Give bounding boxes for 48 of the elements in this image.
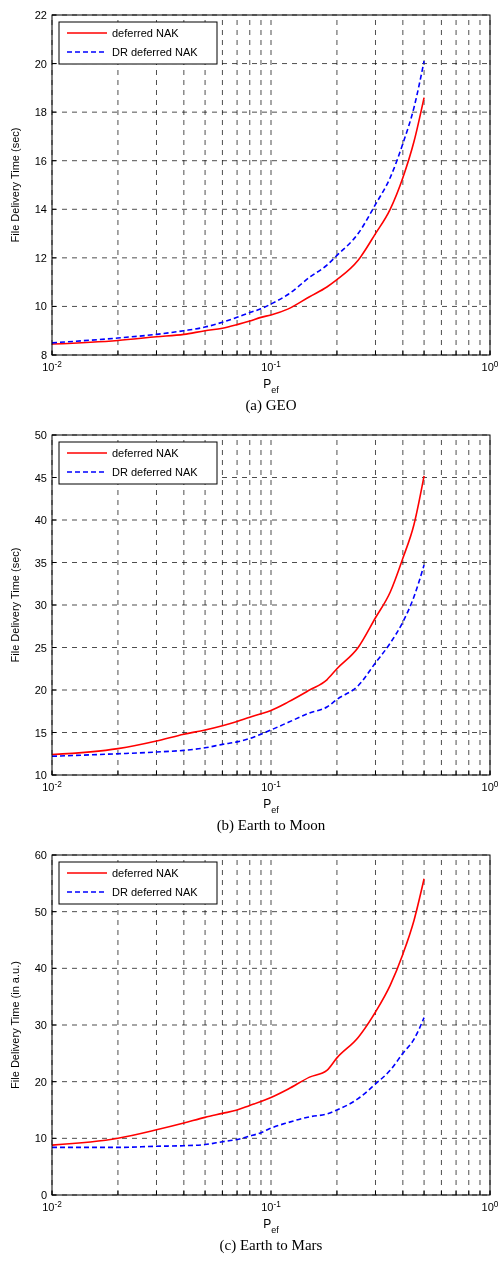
x-tick-label: 10$^{-1}$: [261, 779, 282, 793]
y-tick-label: 30: [34, 599, 47, 611]
y-tick-label: 50: [34, 429, 47, 441]
x-axis-title: P$_{ef}$: [263, 377, 280, 395]
x-tick-label: 10$^{0}$: [481, 359, 498, 373]
y-tick-label: 10: [34, 1132, 47, 1145]
y-tick-label: 40: [34, 962, 47, 975]
legend-label: deferred NAK: [112, 27, 180, 39]
y-tick-label: 50: [34, 905, 47, 918]
x-tick-label: 10$^{0}$: [481, 779, 498, 793]
y-tick-label: 40: [34, 514, 47, 526]
y-tick-label: 45: [34, 471, 47, 484]
y-tick-label: 16: [34, 154, 47, 167]
y-axis-title: File Delivery Time (in a.u.): [9, 961, 21, 1089]
x-axis-title: P$_{ef}$: [263, 797, 280, 815]
y-tick-label: 60: [34, 849, 47, 861]
y-tick-label: 12: [34, 251, 47, 264]
x-tick-label: 10$^{-1}$: [261, 1199, 282, 1213]
y-tick-label: 30: [34, 1019, 47, 1031]
text: (c) Earth to Mars: [219, 1237, 323, 1254]
y-tick-label: 20: [34, 57, 47, 70]
text: (a) GEO: [245, 397, 297, 414]
legend-label: deferred NAK: [112, 447, 180, 459]
x-tick-label: 10$^{-2}$: [42, 1199, 63, 1213]
y-tick-label: 14: [34, 203, 47, 216]
x-tick-label: 10$^{0}$: [481, 1199, 498, 1213]
text: (b) Earth to Moon: [216, 817, 326, 834]
legend-label: DR deferred NAK: [112, 466, 199, 478]
x-tick-label: 10$^{-1}$: [261, 359, 282, 373]
y-tick-label: 0: [40, 1189, 47, 1201]
legend-label: DR deferred NAK: [112, 886, 199, 898]
y-tick-label: 10: [34, 300, 47, 313]
y-tick-label: 15: [34, 726, 47, 739]
y-axis-title: File Delivery Time (sec): [9, 547, 21, 663]
y-tick-label: 20: [34, 684, 47, 696]
y-tick-label: 22: [34, 9, 47, 21]
x-tick-label: 10$^{-2}$: [42, 359, 63, 373]
y-tick-label: 8: [40, 349, 47, 361]
y-tick-label: 25: [34, 641, 47, 654]
y-axis-title: File Delivery Time (sec): [9, 127, 21, 243]
y-tick-label: 35: [34, 556, 47, 569]
legend-label: DR deferred NAK: [112, 46, 199, 58]
y-tick-label: 10: [34, 769, 47, 781]
y-tick-label: 18: [34, 106, 47, 119]
x-tick-label: 10$^{-2}$: [42, 779, 63, 793]
legend-label: deferred NAK: [112, 867, 180, 879]
y-tick-label: 20: [34, 1075, 47, 1088]
x-axis-title: P$_{ef}$: [263, 1217, 280, 1235]
